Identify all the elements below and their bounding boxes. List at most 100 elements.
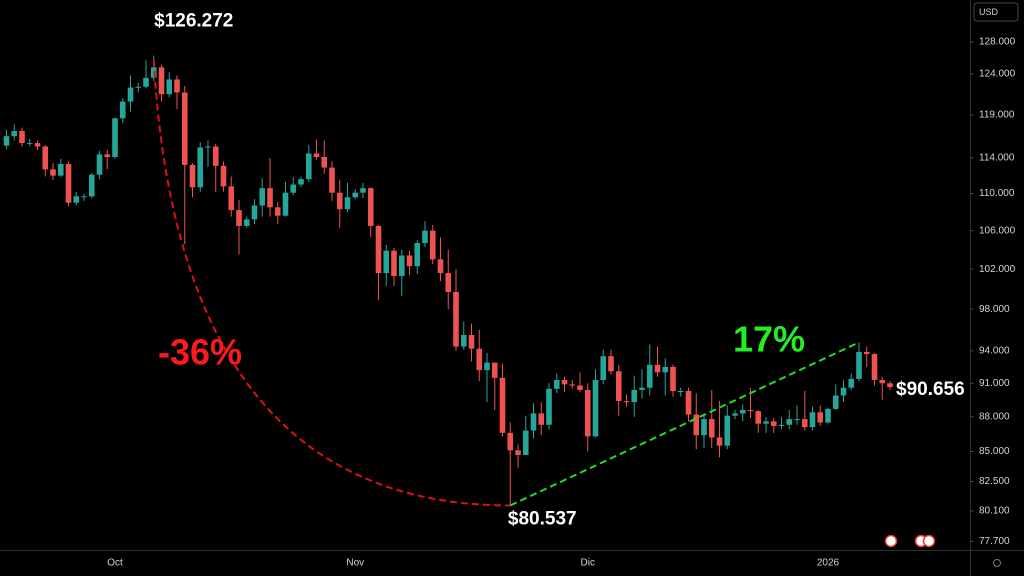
candle-body	[662, 366, 669, 373]
drawdown-label: -36%	[158, 332, 242, 373]
candle-body	[290, 184, 297, 193]
candle-body	[375, 225, 382, 274]
candle-body	[383, 250, 390, 274]
y-tick-label: 124.000	[979, 68, 1016, 79]
candle-body	[19, 131, 25, 144]
candle-body	[561, 379, 568, 385]
candle-body	[739, 410, 746, 414]
candle-body	[158, 67, 165, 95]
candle-body	[81, 196, 87, 198]
candle-body	[460, 335, 467, 347]
candle-body	[887, 383, 893, 388]
candle-body	[453, 291, 459, 347]
candle-body	[553, 379, 560, 389]
candle-body	[786, 419, 793, 425]
candle-body	[429, 230, 436, 260]
candle-body	[267, 188, 273, 208]
y-tick-label: 91.000	[979, 378, 1010, 389]
candle-body	[406, 255, 413, 267]
candle-body	[732, 413, 738, 416]
candle-body	[329, 167, 335, 193]
candle-body	[546, 388, 552, 425]
y-tick-label: 85.000	[979, 446, 1010, 457]
candle-body	[305, 153, 312, 180]
last-price-label: $90.656	[896, 379, 965, 400]
candle-body	[724, 415, 731, 446]
candle-body	[615, 371, 622, 402]
candle-body	[515, 450, 521, 456]
candle-body	[282, 192, 289, 216]
candle-body	[623, 401, 630, 403]
event-icon[interactable]	[884, 534, 898, 548]
candle-body	[96, 154, 103, 175]
candle-body	[274, 207, 281, 216]
candle-body	[631, 389, 638, 403]
candle-body	[360, 188, 366, 193]
candle-body	[414, 243, 421, 267]
candle-body	[236, 210, 242, 226]
candle-body	[654, 364, 661, 373]
candle-body	[770, 421, 777, 426]
candle-body	[701, 419, 707, 436]
candle-body	[685, 391, 692, 415]
candle-body	[809, 412, 816, 428]
candle-body	[174, 79, 180, 93]
candle-body	[166, 79, 173, 95]
low-price-label: $80.537	[508, 508, 577, 529]
candle-body	[212, 146, 219, 166]
candle-body	[538, 413, 545, 425]
candle-body	[220, 165, 227, 187]
candle-body	[708, 419, 715, 438]
candle-body	[871, 354, 878, 380]
candle-body	[50, 169, 56, 176]
candle-body	[677, 391, 684, 393]
candle-body	[367, 188, 374, 226]
candle-body	[135, 86, 142, 88]
candle-body	[879, 379, 886, 384]
candle-body	[801, 419, 808, 428]
candle-body	[639, 387, 645, 390]
candle-body	[600, 356, 607, 380]
candle-body	[499, 377, 506, 433]
candle-body	[298, 179, 304, 185]
candle-body	[522, 430, 529, 456]
candle-body	[646, 364, 653, 388]
y-tick-label: 98.000	[979, 304, 1010, 315]
candle-body	[112, 118, 118, 157]
candle-body	[127, 87, 134, 102]
candle-body	[840, 387, 847, 396]
currency-label: USD	[979, 7, 999, 17]
candle-body	[863, 351, 870, 355]
candle-body	[57, 164, 64, 176]
candle-body	[228, 186, 235, 211]
candle-body	[507, 432, 514, 451]
candle-body	[825, 408, 831, 423]
x-tick-label: Oct	[107, 558, 123, 569]
y-tick-label: 102.000	[979, 264, 1016, 275]
event-icon[interactable]	[922, 534, 936, 548]
candle-body	[344, 197, 351, 210]
y-tick-label: 128.000	[979, 37, 1016, 48]
candle-body	[778, 424, 785, 426]
y-tick-label: 119.000	[979, 110, 1015, 121]
candle-body	[569, 384, 576, 386]
settings-icon[interactable]	[993, 559, 1001, 567]
x-tick-label: Dic	[581, 558, 595, 569]
y-tick-label: 114.000	[979, 153, 1015, 164]
candle-body	[584, 389, 591, 437]
candle-body	[856, 351, 862, 379]
x-tick-label: 2026	[817, 558, 840, 569]
candle-body	[88, 174, 95, 197]
candle-body	[391, 250, 397, 277]
candle-body	[693, 414, 700, 436]
candle-body	[747, 410, 754, 412]
candle-body	[755, 411, 762, 424]
candle-body	[3, 136, 10, 146]
currency-box[interactable]	[973, 2, 1019, 22]
candle-body	[592, 379, 599, 437]
y-tick-label: 106.000	[979, 225, 1016, 236]
candle-body	[26, 143, 33, 145]
candles	[3, 55, 893, 506]
x-tick-label: Nov	[346, 558, 364, 569]
